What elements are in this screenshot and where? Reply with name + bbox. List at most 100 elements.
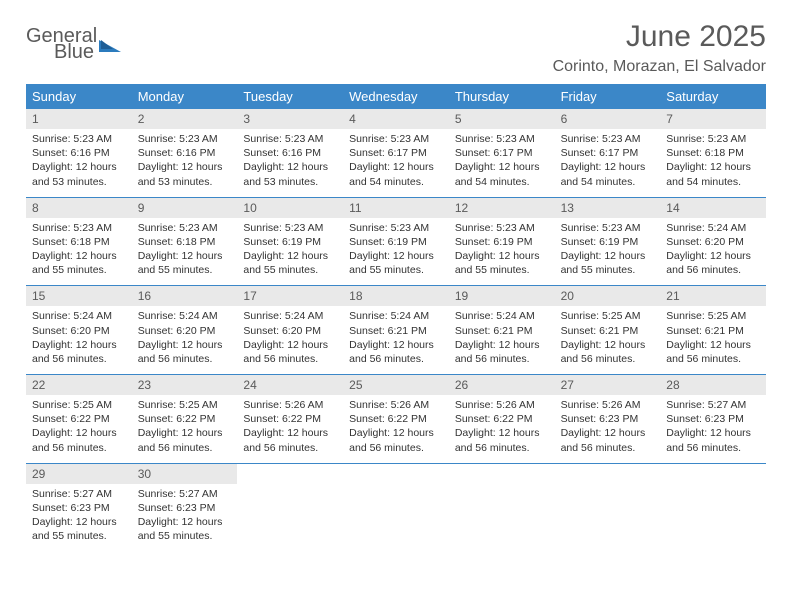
sunset-text: Sunset: 6:16 PM bbox=[138, 146, 232, 160]
daylight-text: Daylight: 12 hours and 55 minutes. bbox=[138, 249, 232, 277]
daylight-text: Daylight: 12 hours and 54 minutes. bbox=[455, 160, 549, 188]
calendar-week: 15Sunrise: 5:24 AMSunset: 6:20 PMDayligh… bbox=[26, 286, 766, 375]
calendar-cell: 3Sunrise: 5:23 AMSunset: 6:16 PMDaylight… bbox=[237, 109, 343, 197]
calendar-cell: 14Sunrise: 5:24 AMSunset: 6:20 PMDayligh… bbox=[660, 198, 766, 286]
day-info: Sunrise: 5:23 AMSunset: 6:17 PMDaylight:… bbox=[343, 129, 449, 197]
day-info: Sunrise: 5:25 AMSunset: 6:21 PMDaylight:… bbox=[555, 306, 661, 374]
calendar-cell: 7Sunrise: 5:23 AMSunset: 6:18 PMDaylight… bbox=[660, 109, 766, 197]
sunrise-text: Sunrise: 5:27 AM bbox=[138, 487, 232, 501]
day-info: Sunrise: 5:23 AMSunset: 6:19 PMDaylight:… bbox=[343, 218, 449, 286]
sunrise-text: Sunrise: 5:23 AM bbox=[666, 132, 760, 146]
daylight-text: Daylight: 12 hours and 56 minutes. bbox=[349, 338, 443, 366]
day-info: Sunrise: 5:23 AMSunset: 6:19 PMDaylight:… bbox=[449, 218, 555, 286]
calendar-cell: 12Sunrise: 5:23 AMSunset: 6:19 PMDayligh… bbox=[449, 198, 555, 286]
calendar-cell: 5Sunrise: 5:23 AMSunset: 6:17 PMDaylight… bbox=[449, 109, 555, 197]
calendar-cell: 8Sunrise: 5:23 AMSunset: 6:18 PMDaylight… bbox=[26, 198, 132, 286]
day-number: 12 bbox=[449, 198, 555, 218]
location-text: Corinto, Morazan, El Salvador bbox=[553, 58, 766, 76]
day-number: 18 bbox=[343, 286, 449, 306]
sunset-text: Sunset: 6:20 PM bbox=[32, 324, 126, 338]
calendar-cell: 2Sunrise: 5:23 AMSunset: 6:16 PMDaylight… bbox=[132, 109, 238, 197]
day-info: Sunrise: 5:24 AMSunset: 6:21 PMDaylight:… bbox=[449, 306, 555, 374]
calendar-cell: 4Sunrise: 5:23 AMSunset: 6:17 PMDaylight… bbox=[343, 109, 449, 197]
day-number: 8 bbox=[26, 198, 132, 218]
sunset-text: Sunset: 6:18 PM bbox=[666, 146, 760, 160]
sunset-text: Sunset: 6:16 PM bbox=[32, 146, 126, 160]
day-info: Sunrise: 5:27 AMSunset: 6:23 PMDaylight:… bbox=[132, 484, 238, 552]
sunrise-text: Sunrise: 5:23 AM bbox=[243, 132, 337, 146]
sunrise-text: Sunrise: 5:25 AM bbox=[666, 309, 760, 323]
sunset-text: Sunset: 6:19 PM bbox=[455, 235, 549, 249]
daylight-text: Daylight: 12 hours and 55 minutes. bbox=[32, 249, 126, 277]
daylight-text: Daylight: 12 hours and 56 minutes. bbox=[561, 426, 655, 454]
day-number: 13 bbox=[555, 198, 661, 218]
daylight-text: Daylight: 12 hours and 56 minutes. bbox=[243, 426, 337, 454]
day-number: 28 bbox=[660, 375, 766, 395]
day-info: Sunrise: 5:23 AMSunset: 6:18 PMDaylight:… bbox=[660, 129, 766, 197]
day-number: 26 bbox=[449, 375, 555, 395]
weeks-container: 1Sunrise: 5:23 AMSunset: 6:16 PMDaylight… bbox=[26, 109, 766, 551]
sunrise-text: Sunrise: 5:23 AM bbox=[138, 132, 232, 146]
daylight-text: Daylight: 12 hours and 56 minutes. bbox=[561, 338, 655, 366]
day-info: Sunrise: 5:27 AMSunset: 6:23 PMDaylight:… bbox=[26, 484, 132, 552]
day-info: Sunrise: 5:23 AMSunset: 6:17 PMDaylight:… bbox=[449, 129, 555, 197]
sunrise-text: Sunrise: 5:23 AM bbox=[243, 221, 337, 235]
day-number: 9 bbox=[132, 198, 238, 218]
day-info: Sunrise: 5:24 AMSunset: 6:20 PMDaylight:… bbox=[26, 306, 132, 374]
day-info: Sunrise: 5:24 AMSunset: 6:20 PMDaylight:… bbox=[237, 306, 343, 374]
daylight-text: Daylight: 12 hours and 55 minutes. bbox=[32, 515, 126, 543]
calendar-cell: 27Sunrise: 5:26 AMSunset: 6:23 PMDayligh… bbox=[555, 375, 661, 463]
title-block: June 2025 Corinto, Morazan, El Salvador bbox=[553, 20, 766, 76]
calendar-cell: 26Sunrise: 5:26 AMSunset: 6:22 PMDayligh… bbox=[449, 375, 555, 463]
day-info: Sunrise: 5:23 AMSunset: 6:16 PMDaylight:… bbox=[132, 129, 238, 197]
daylight-text: Daylight: 12 hours and 56 minutes. bbox=[455, 338, 549, 366]
day-info: Sunrise: 5:24 AMSunset: 6:20 PMDaylight:… bbox=[132, 306, 238, 374]
sunrise-text: Sunrise: 5:25 AM bbox=[138, 398, 232, 412]
day-number: 27 bbox=[555, 375, 661, 395]
daylight-text: Daylight: 12 hours and 56 minutes. bbox=[666, 249, 760, 277]
daylight-text: Daylight: 12 hours and 55 minutes. bbox=[455, 249, 549, 277]
day-number: 14 bbox=[660, 198, 766, 218]
calendar-cell bbox=[449, 464, 555, 552]
daylight-text: Daylight: 12 hours and 53 minutes. bbox=[138, 160, 232, 188]
day-number: 20 bbox=[555, 286, 661, 306]
day-info: Sunrise: 5:26 AMSunset: 6:22 PMDaylight:… bbox=[343, 395, 449, 463]
sunset-text: Sunset: 6:21 PM bbox=[349, 324, 443, 338]
day-number: 24 bbox=[237, 375, 343, 395]
sunset-text: Sunset: 6:19 PM bbox=[349, 235, 443, 249]
sunset-text: Sunset: 6:21 PM bbox=[561, 324, 655, 338]
calendar-cell bbox=[237, 464, 343, 552]
sunset-text: Sunset: 6:18 PM bbox=[32, 235, 126, 249]
day-number: 1 bbox=[26, 109, 132, 129]
sunrise-text: Sunrise: 5:24 AM bbox=[32, 309, 126, 323]
sunrise-text: Sunrise: 5:24 AM bbox=[138, 309, 232, 323]
calendar-cell: 9Sunrise: 5:23 AMSunset: 6:18 PMDaylight… bbox=[132, 198, 238, 286]
sunrise-text: Sunrise: 5:27 AM bbox=[666, 398, 760, 412]
day-number: 19 bbox=[449, 286, 555, 306]
daylight-text: Daylight: 12 hours and 56 minutes. bbox=[138, 426, 232, 454]
sunset-text: Sunset: 6:20 PM bbox=[243, 324, 337, 338]
day-number: 7 bbox=[660, 109, 766, 129]
day-info: Sunrise: 5:23 AMSunset: 6:19 PMDaylight:… bbox=[237, 218, 343, 286]
sunrise-text: Sunrise: 5:27 AM bbox=[32, 487, 126, 501]
logo-triangle-icon bbox=[99, 36, 121, 52]
calendar-cell: 23Sunrise: 5:25 AMSunset: 6:22 PMDayligh… bbox=[132, 375, 238, 463]
day-number: 5 bbox=[449, 109, 555, 129]
daylight-text: Daylight: 12 hours and 56 minutes. bbox=[32, 426, 126, 454]
calendar-cell bbox=[660, 464, 766, 552]
daylight-text: Daylight: 12 hours and 55 minutes. bbox=[349, 249, 443, 277]
daylight-text: Daylight: 12 hours and 56 minutes. bbox=[455, 426, 549, 454]
daylight-text: Daylight: 12 hours and 55 minutes. bbox=[243, 249, 337, 277]
day-info: Sunrise: 5:26 AMSunset: 6:22 PMDaylight:… bbox=[449, 395, 555, 463]
calendar-grid: Sunday Monday Tuesday Wednesday Thursday… bbox=[26, 84, 766, 551]
header: General Blue June 2025 Corinto, Morazan,… bbox=[26, 20, 766, 76]
month-title: June 2025 bbox=[553, 20, 766, 54]
day-info: Sunrise: 5:25 AMSunset: 6:22 PMDaylight:… bbox=[26, 395, 132, 463]
day-info: Sunrise: 5:23 AMSunset: 6:18 PMDaylight:… bbox=[26, 218, 132, 286]
sunset-text: Sunset: 6:17 PM bbox=[349, 146, 443, 160]
day-info: Sunrise: 5:26 AMSunset: 6:22 PMDaylight:… bbox=[237, 395, 343, 463]
day-number: 3 bbox=[237, 109, 343, 129]
sunrise-text: Sunrise: 5:24 AM bbox=[243, 309, 337, 323]
sunset-text: Sunset: 6:20 PM bbox=[666, 235, 760, 249]
sunset-text: Sunset: 6:23 PM bbox=[32, 501, 126, 515]
